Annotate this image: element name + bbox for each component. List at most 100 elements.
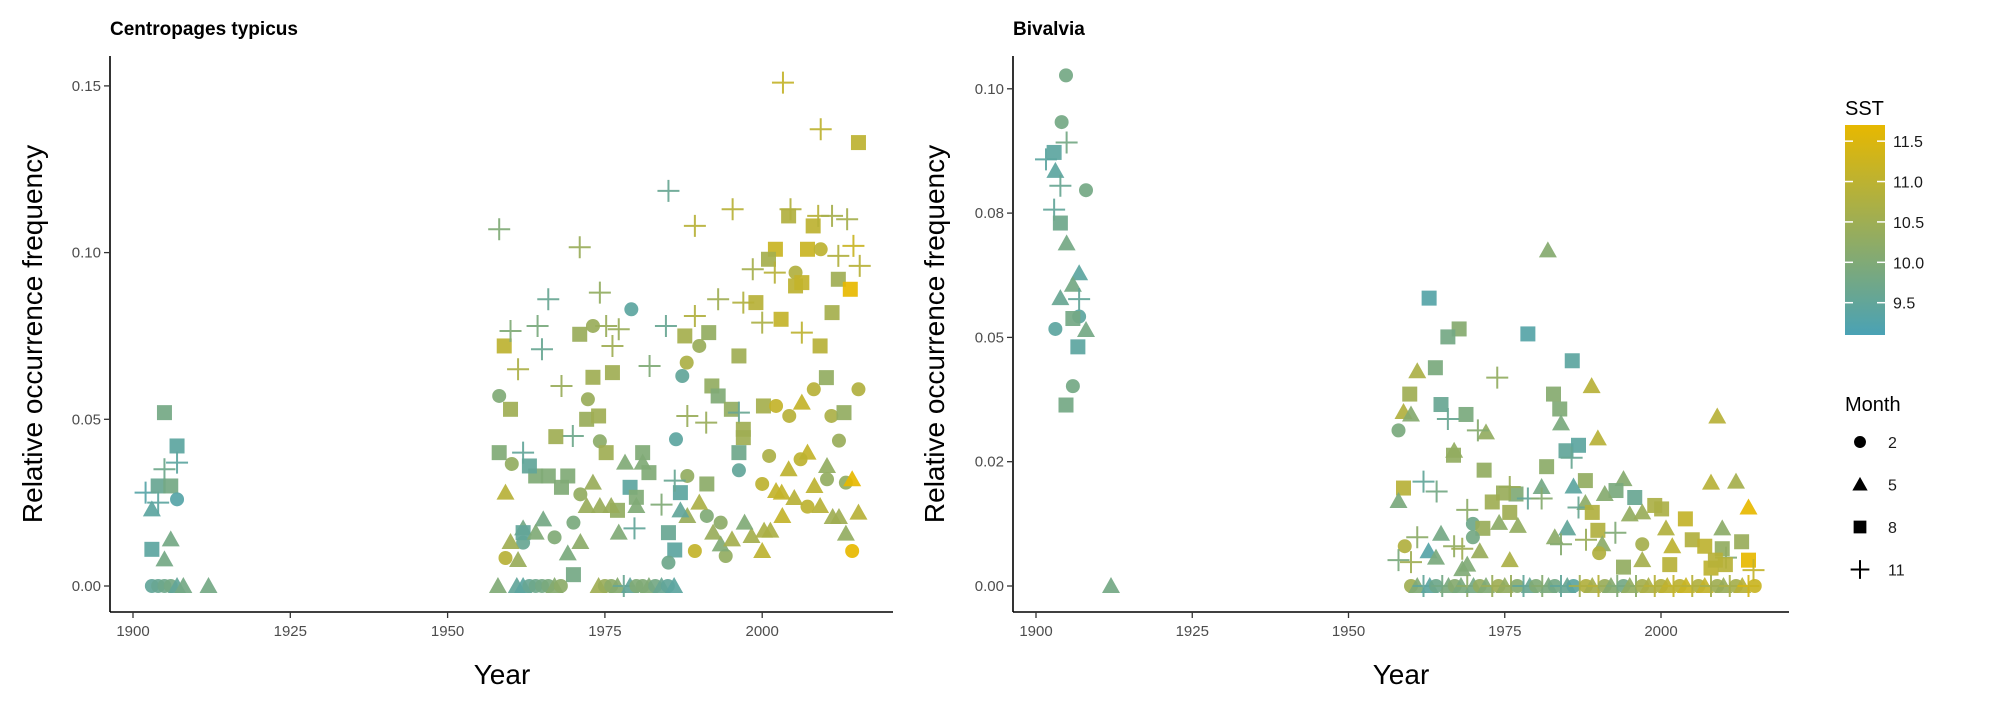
data-point-plus	[763, 261, 786, 284]
data-point-plus	[676, 404, 699, 427]
data-point-square	[755, 398, 771, 414]
data-point-triangle	[1389, 491, 1408, 508]
square-key-icon	[1853, 520, 1867, 534]
data-point-triangle	[534, 510, 553, 527]
y-tick-label: 0.05	[975, 329, 1004, 346]
data-point-triangle	[805, 476, 824, 493]
data-point-square	[1396, 480, 1411, 496]
data-point-triangle	[1057, 234, 1076, 251]
y-tick-label: 0.05	[72, 411, 101, 428]
data-point-plus	[526, 314, 549, 337]
data-point-triangle	[142, 500, 161, 517]
data-point-square	[496, 338, 512, 354]
data-point-square	[150, 478, 166, 494]
data-point-triangle	[1490, 513, 1509, 530]
data-point-square	[805, 218, 821, 234]
data-point-plus	[607, 318, 630, 341]
data-point-circle	[762, 448, 777, 463]
triangle-key-icon	[1852, 476, 1868, 491]
y-tick-label: 0.10	[975, 81, 1004, 98]
circle-key-icon	[1854, 436, 1866, 448]
data-point-plus	[537, 288, 560, 311]
data-point-square	[781, 208, 797, 224]
data-point-triangle	[1077, 320, 1095, 337]
colorbar-tick-label: 11.5	[1893, 134, 1923, 151]
data-point-triangle	[1558, 519, 1577, 536]
data-point-circle	[800, 499, 815, 514]
data-point-square	[830, 271, 846, 287]
data-point-triangle	[779, 460, 798, 477]
colorbar-tick-label: 9.5	[1893, 296, 1915, 313]
data-point-circle	[782, 408, 797, 423]
data-point-square	[598, 445, 614, 461]
data-point-triangle	[1552, 414, 1570, 431]
data-point-circle	[1747, 579, 1762, 593]
data-point-circle	[813, 242, 828, 257]
colorbar-tick-label: 11.0	[1893, 175, 1923, 192]
x-tick-label: 1975	[1488, 623, 1521, 640]
data-point-triangle	[501, 532, 520, 549]
data-point-square	[812, 338, 828, 354]
data-point-triangle	[665, 577, 684, 593]
data-point-circle	[668, 432, 683, 447]
panel-title: Bivalvia	[1013, 19, 1085, 40]
y-tick-label: 0.08	[975, 205, 1004, 222]
data-point-triangle	[1663, 537, 1682, 554]
data-point-triangle	[1595, 485, 1614, 502]
data-point-triangle	[1063, 275, 1082, 292]
data-point-plus	[153, 458, 176, 481]
data-point-square	[699, 476, 715, 492]
data-point-circle	[675, 368, 690, 383]
data-point-square	[1734, 534, 1750, 550]
data-point-plus	[741, 258, 764, 281]
data-point-triangle	[1453, 560, 1472, 577]
data-point-square	[1741, 552, 1756, 568]
data-point-triangle	[1532, 478, 1551, 495]
data-point-plus	[166, 451, 189, 474]
data-point-square	[1446, 447, 1461, 463]
data-point-square	[491, 445, 507, 461]
legend-color-title: SST	[1845, 98, 1884, 120]
data-point-triangle	[1727, 472, 1745, 489]
data-point-square	[1475, 520, 1491, 536]
data-point-plus	[707, 288, 730, 311]
data-point-circle	[624, 302, 639, 317]
data-point-plus	[1400, 551, 1422, 574]
data-point-square	[553, 479, 569, 495]
data-point-plus	[683, 304, 706, 327]
data-point-plus	[1498, 476, 1521, 499]
data-point-plus	[561, 424, 584, 447]
x-tick-label: 2000	[746, 623, 779, 640]
data-point-circle	[585, 318, 600, 333]
data-point-triangle	[849, 503, 868, 520]
colorbar-ticks: 9.5 10.0 10.5 11.0 11.5	[1845, 134, 1924, 313]
data-point-plus	[663, 469, 686, 492]
data-point-circle	[769, 398, 784, 413]
data-point-square	[163, 478, 179, 494]
data-point-plus	[809, 118, 832, 141]
data-point-triangle	[1588, 429, 1607, 446]
data-point-square	[1552, 401, 1568, 417]
data-point-triangle	[1739, 498, 1758, 515]
data-point-square	[842, 281, 858, 297]
data-point-square	[1458, 406, 1474, 422]
data-point-triangle	[755, 521, 774, 538]
data-point-plus	[836, 208, 859, 231]
data-point-plus	[821, 204, 844, 227]
data-point-triangle	[704, 523, 723, 540]
legend-shape-title: Month	[1845, 394, 1901, 416]
data-point-square	[169, 438, 185, 454]
data-point-square	[1433, 397, 1449, 413]
data-point-square	[1558, 443, 1574, 459]
data-point-square	[1046, 144, 1062, 160]
data-point-square	[723, 401, 739, 417]
data-point-plus	[1406, 526, 1429, 549]
data-point-circle	[680, 468, 695, 483]
data-point-square	[1421, 290, 1437, 306]
data-point-triangle	[1070, 264, 1089, 281]
data-point-circle	[1592, 546, 1607, 561]
data-point-square	[824, 305, 840, 321]
data-point-triangle	[722, 530, 741, 547]
data-point-plus	[842, 234, 865, 257]
x-tick-label: 1950	[1332, 623, 1365, 640]
